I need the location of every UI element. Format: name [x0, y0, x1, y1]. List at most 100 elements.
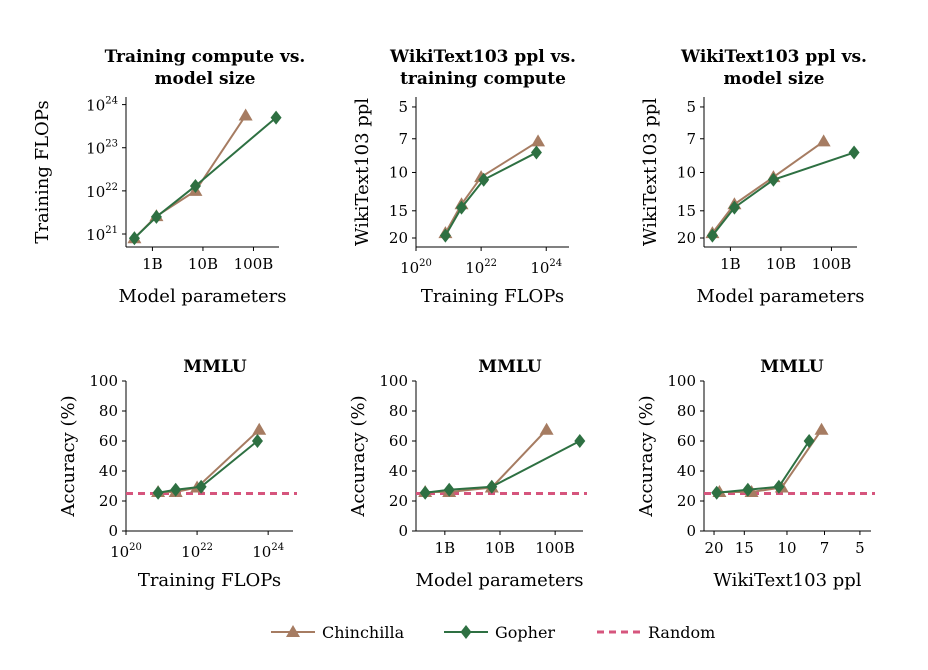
x-tick-label: 1022 — [465, 258, 497, 277]
chart-title: MMLU — [183, 357, 247, 377]
gopher-point — [150, 209, 162, 224]
gopher-point — [728, 200, 740, 215]
x-axis-label: Training FLOPs — [138, 570, 281, 591]
gopher-line — [157, 440, 259, 494]
chinchilla-point — [531, 134, 546, 147]
x-tick-label-exp: 22 — [200, 542, 213, 553]
x-tick-label: 100B — [234, 255, 274, 273]
x-tick-label: 1024 — [530, 258, 562, 277]
chart-title: model size — [724, 69, 825, 89]
gopher-point — [742, 482, 754, 497]
gopher-point — [706, 228, 718, 243]
y-tick-label: 1024 — [86, 96, 118, 115]
chinchilla-line — [158, 429, 260, 493]
chinchilla-point — [814, 422, 829, 435]
gopher-point — [170, 482, 182, 497]
chart-p6: MMLU 0 20 40 60 80 100 20 15 10 7 5 WikiText103 ppl A… — [636, 357, 875, 591]
gopher-point — [711, 485, 723, 500]
chart-title: Training compute vs. — [105, 47, 306, 67]
x-tick-label: 15 — [735, 539, 754, 557]
x-tick-label-exp: 22 — [484, 258, 497, 269]
x-axis-label: Model parameters — [416, 570, 584, 591]
x-tick-label: 10 — [777, 539, 796, 557]
chart-p3: WikiText103 ppl vs.model size 5 7 10 15 20 1B 1… — [640, 47, 867, 307]
y-axis-label: Accuracy (%) — [348, 395, 369, 517]
x-tick-label-exp: 24 — [271, 542, 284, 553]
x-tick-label-exp: 20 — [129, 542, 142, 553]
y-tick-label: 100 — [667, 372, 696, 390]
gopher-point — [574, 434, 586, 448]
y-axis-label: Accuracy (%) — [636, 395, 657, 517]
y-tick-label: 10 — [389, 163, 408, 181]
gopher-point — [251, 434, 263, 448]
y-tick-label: 80 — [389, 402, 408, 420]
chinchilla-point — [816, 134, 831, 147]
chart-p2: WikiText103 ppl vs.training compute57101… — [352, 47, 576, 307]
y-tick-label: 20 — [389, 492, 408, 510]
x-tick-label: 1020 — [110, 542, 142, 561]
y-tick-label: 5 — [686, 98, 696, 116]
legend-chinchilla-label: Chinchilla — [322, 623, 405, 642]
x-tick-label-base: 10 — [110, 543, 129, 561]
x-tick-label: 100B — [812, 255, 852, 273]
x-axis-label: Training FLOPs — [421, 286, 564, 307]
x-axis-label: Model parameters — [697, 286, 865, 307]
y-tick-label: 100 — [379, 372, 408, 390]
chinchilla-line — [719, 429, 823, 493]
x-tick-label: 20 — [704, 539, 723, 557]
y-tick-label: 40 — [677, 462, 696, 480]
y-tick-label-base: 10 — [86, 183, 105, 201]
y-tick-label: 20 — [389, 229, 408, 247]
y-axis-label: Training FLOPs — [32, 100, 53, 243]
legend-random-label: Random — [648, 623, 715, 642]
chinchilla-line — [425, 429, 548, 493]
x-tick-label: 10B — [188, 255, 218, 273]
x-tick-label-exp: 20 — [419, 258, 432, 269]
x-tick-label: 1022 — [181, 542, 213, 561]
y-tick-label: 80 — [99, 402, 118, 420]
y-tick-label: 80 — [677, 402, 696, 420]
y-tick-label: 10 — [677, 163, 696, 181]
y-tick-label-exp: 23 — [105, 139, 118, 150]
chinchilla-point — [539, 422, 554, 435]
gopher-point — [419, 485, 431, 500]
y-tick-label: 20 — [99, 492, 118, 510]
x-axis-label: WikiText103 ppl — [713, 570, 861, 591]
legend-gopher-label: Gopher — [495, 623, 555, 642]
x-tick-label: 10B — [485, 539, 515, 557]
gopher-point — [478, 172, 490, 187]
chart-title: MMLU — [760, 357, 824, 377]
x-tick-label: 10B — [766, 255, 796, 273]
y-tick-label: 1022 — [86, 182, 118, 201]
x-tick-label: 1020 — [400, 258, 432, 277]
x-tick-label-exp: 24 — [549, 258, 562, 269]
gopher-point — [773, 479, 785, 494]
y-tick-label: 0 — [108, 522, 118, 540]
y-tick-label-base: 10 — [86, 226, 105, 244]
y-axis-label: Accuracy (%) — [58, 395, 79, 517]
chart-title: MMLU — [478, 357, 542, 377]
y-tick-label: 60 — [677, 432, 696, 450]
x-tick-label: 1024 — [252, 542, 284, 561]
gopher-line — [716, 440, 810, 494]
gopher-point — [270, 110, 282, 125]
gopher-point — [530, 145, 542, 160]
x-tick-label-base: 10 — [465, 259, 484, 277]
y-tick-label: 20 — [677, 492, 696, 510]
y-axis-label: WikiText103 ppl — [640, 98, 661, 246]
y-tick-label: 1023 — [86, 139, 118, 158]
y-tick-label: 7 — [398, 130, 408, 148]
x-tick-label-base: 10 — [530, 259, 549, 277]
x-tick-label: 5 — [855, 539, 865, 557]
gopher-point — [189, 178, 201, 193]
y-tick-label-exp: 24 — [105, 96, 118, 107]
chart-p5: MMLU 0 20 40 60 80 100 1B 10B 100B Model parameter… — [348, 357, 587, 591]
x-tick-label-base: 10 — [252, 543, 271, 561]
y-tick-label: 0 — [686, 522, 696, 540]
gopher-line — [133, 116, 277, 239]
y-tick-label: 60 — [99, 432, 118, 450]
chart-title: WikiText103 ppl vs. — [389, 47, 576, 67]
y-tick-label: 60 — [389, 432, 408, 450]
